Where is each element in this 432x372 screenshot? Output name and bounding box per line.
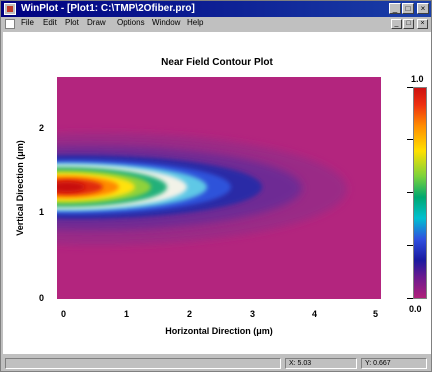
status-bar: X: 5.03 Y: 0.667 <box>1 357 431 371</box>
colorbar-tick <box>407 245 413 246</box>
menu-plot[interactable]: Plot <box>65 18 79 27</box>
colorbar-tick <box>407 298 413 299</box>
doc-restore-button[interactable]: □ <box>403 19 414 29</box>
colorbar-tick <box>407 192 413 193</box>
colorbar-tick <box>407 87 413 88</box>
doc-minimize-button[interactable]: _ <box>391 19 402 29</box>
y-tick-2: 2 <box>39 123 45 133</box>
x-tick-2: 2 <box>187 309 193 319</box>
x-axis-label: Horizontal Direction (μm) <box>165 326 273 336</box>
window-title: WinPlot - [Plot1: C:\TMP\2Ofiber.pro] <box>21 3 195 14</box>
x-tick-0: 0 <box>61 309 67 319</box>
colorbar <box>413 87 427 299</box>
menu-bar: File Edit Plot Draw Options Window Help … <box>1 17 431 31</box>
menu-help[interactable]: Help <box>187 18 204 27</box>
y-tick-0: 0 <box>39 293 45 303</box>
menu-file[interactable]: File <box>21 18 34 27</box>
app-icon[interactable] <box>4 3 16 15</box>
minimize-button[interactable]: _ <box>389 3 401 14</box>
y-axis-label: Vertical Direction (μm) <box>15 140 25 236</box>
menu-window[interactable]: Window <box>152 18 181 27</box>
status-x-coordinate: X: 5.03 <box>285 358 357 369</box>
menu-edit[interactable]: Edit <box>43 18 57 27</box>
doc-close-button[interactable]: × <box>417 19 428 29</box>
title-bar[interactable]: WinPlot - [Plot1: C:\TMP\2Ofiber.pro] _ … <box>1 1 431 17</box>
close-button[interactable]: × <box>417 3 429 14</box>
maximize-button[interactable]: □ <box>402 3 414 14</box>
plot-title: Near Field Contour Plot <box>161 57 273 68</box>
colorbar-max-label: 1.0 <box>411 74 424 84</box>
y-tick-1: 1 <box>39 207 45 217</box>
contour-peak <box>57 182 85 192</box>
x-tick-1: 1 <box>124 309 130 319</box>
menu-options[interactable]: Options <box>117 18 145 27</box>
contour-plot-svg <box>57 77 381 299</box>
status-y-coordinate: Y: 0.667 <box>361 358 427 369</box>
status-message <box>5 358 281 369</box>
x-tick-4: 4 <box>312 309 318 319</box>
menu-draw[interactable]: Draw <box>87 18 106 27</box>
contour-plot[interactable] <box>57 77 381 299</box>
colorbar-tick <box>407 139 413 140</box>
x-tick-5: 5 <box>373 309 379 319</box>
document-icon[interactable] <box>5 19 15 29</box>
x-tick-3: 3 <box>250 309 256 319</box>
colorbar-min-label: 0.0 <box>409 304 422 314</box>
